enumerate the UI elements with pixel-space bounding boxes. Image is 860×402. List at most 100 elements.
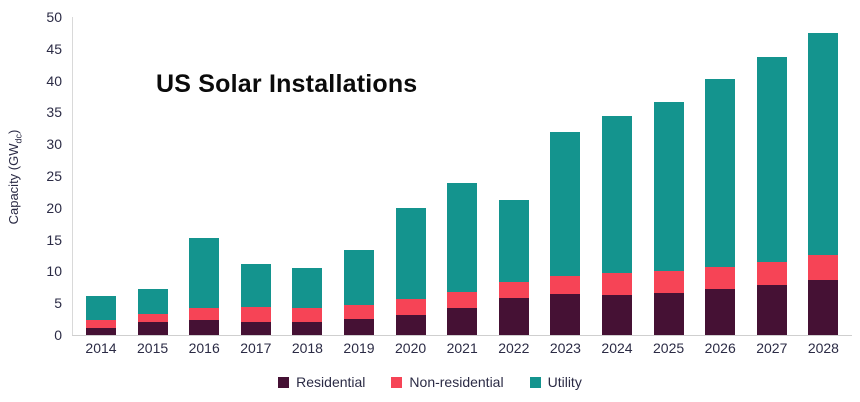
bar-segment-2018-non-residential bbox=[292, 307, 323, 322]
legend-marker-utility bbox=[529, 376, 541, 388]
bar-2018 bbox=[292, 267, 323, 335]
y-tick-label-20: 20 bbox=[46, 199, 62, 216]
bar-segment-2020-residential bbox=[395, 315, 426, 335]
bar-segment-2028-non-residential bbox=[808, 254, 839, 281]
x-tick-label-2018: 2018 bbox=[291, 340, 323, 356]
bar-segment-2023-residential bbox=[550, 294, 581, 335]
bar-segment-2019-utility bbox=[344, 249, 374, 306]
x-tick-label-2022: 2022 bbox=[498, 340, 530, 356]
bar-segment-2014-residential bbox=[86, 328, 116, 335]
bar-segment-2015-non-residential bbox=[137, 314, 168, 323]
bar-2019 bbox=[344, 249, 374, 335]
y-tick-label-0: 0 bbox=[54, 327, 62, 343]
bar-2026 bbox=[705, 79, 736, 335]
x-tick-label-2020: 2020 bbox=[395, 340, 427, 356]
y-tick-label-15: 15 bbox=[46, 231, 62, 248]
legend-marker-non-residential bbox=[391, 376, 403, 388]
bar-segment-2021-residential bbox=[447, 308, 478, 335]
bar-2015 bbox=[137, 289, 168, 335]
bar-segment-2017-utility bbox=[240, 264, 271, 308]
bar-segment-2025-utility bbox=[653, 101, 684, 271]
y-tick-label-45: 45 bbox=[46, 40, 62, 57]
legend-item-utility: Utility bbox=[529, 374, 582, 390]
bar-2023 bbox=[550, 131, 581, 335]
legend-label-non-residential: Non-residential bbox=[409, 374, 504, 390]
legend: Residential Non-residential Utility bbox=[0, 374, 860, 390]
bar-2027 bbox=[756, 57, 787, 335]
bar-2021 bbox=[447, 183, 478, 335]
x-tick-label-2023: 2023 bbox=[549, 340, 581, 356]
x-tick-label-2028: 2028 bbox=[807, 340, 839, 356]
legend-item-residential: Residential bbox=[278, 374, 365, 390]
bar-segment-2015-residential bbox=[137, 322, 168, 335]
legend-label-utility: Utility bbox=[547, 374, 582, 390]
bar-segment-2027-utility bbox=[756, 57, 787, 262]
x-tick-label-2015: 2015 bbox=[137, 340, 169, 356]
bar-segment-2026-residential bbox=[705, 289, 736, 335]
bar-2028 bbox=[808, 32, 839, 335]
x-tick-label-2024: 2024 bbox=[601, 340, 633, 356]
bar-segment-2020-utility bbox=[395, 208, 426, 300]
y-axis-line bbox=[72, 17, 73, 335]
bar-segment-2019-residential bbox=[344, 319, 374, 335]
bar-segment-2025-non-residential bbox=[653, 270, 684, 294]
bar-segment-2017-residential bbox=[240, 321, 271, 335]
bar-segment-2018-utility bbox=[292, 267, 323, 308]
bar-segment-2016-residential bbox=[189, 319, 220, 335]
bar-segment-2015-utility bbox=[137, 289, 168, 315]
y-tick-label-10: 10 bbox=[46, 263, 62, 280]
bar-segment-2020-non-residential bbox=[395, 299, 426, 316]
legend-marker-residential bbox=[278, 376, 290, 388]
bar-2016 bbox=[189, 238, 220, 335]
y-tick-label-35: 35 bbox=[46, 104, 62, 121]
bar-2025 bbox=[653, 101, 684, 335]
bar-segment-2016-utility bbox=[189, 238, 220, 309]
legend-item-non-residential: Non-residential bbox=[391, 374, 504, 390]
bar-segment-2014-utility bbox=[86, 295, 116, 321]
bar-segment-2023-utility bbox=[550, 131, 581, 276]
y-tick-label-25: 25 bbox=[46, 168, 62, 184]
bar-2014 bbox=[86, 295, 116, 335]
bar-segment-2026-utility bbox=[705, 79, 736, 267]
y-tick-label-30: 30 bbox=[46, 136, 62, 153]
bar-segment-2019-non-residential bbox=[344, 305, 374, 320]
bar-2020 bbox=[395, 208, 426, 335]
x-tick-label-2027: 2027 bbox=[756, 340, 788, 356]
bar-segment-2022-residential bbox=[498, 298, 529, 335]
x-tick-label-2025: 2025 bbox=[653, 340, 685, 356]
x-tick-label-2019: 2019 bbox=[343, 340, 375, 356]
bar-segment-2017-non-residential bbox=[240, 307, 271, 322]
x-tick-label-2026: 2026 bbox=[704, 340, 736, 356]
bar-segment-2025-residential bbox=[653, 293, 684, 335]
bar-segment-2027-residential bbox=[756, 285, 787, 335]
bar-2024 bbox=[602, 115, 632, 335]
bar-segment-2018-residential bbox=[292, 321, 323, 335]
y-tick-label-40: 40 bbox=[46, 72, 62, 89]
bar-segment-2024-residential bbox=[602, 294, 632, 335]
y-axis-label-suffix: ) bbox=[6, 129, 21, 134]
bar-segment-2022-non-residential bbox=[498, 282, 529, 299]
x-axis-line bbox=[72, 335, 852, 336]
bar-segment-2021-utility bbox=[447, 183, 478, 293]
bar-segment-2024-utility bbox=[602, 115, 632, 274]
bar-2022 bbox=[498, 200, 529, 335]
y-axis-label-prefix: Capacity (GW bbox=[6, 143, 21, 225]
bar-segment-2026-non-residential bbox=[705, 266, 736, 290]
bar-segment-2014-non-residential bbox=[86, 320, 116, 329]
bar-segment-2022-utility bbox=[498, 200, 529, 283]
x-tick-label-2014: 2014 bbox=[85, 340, 117, 356]
bar-segment-2024-non-residential bbox=[602, 273, 632, 295]
chart-title: US Solar Installations bbox=[156, 70, 418, 98]
bar-segment-2023-non-residential bbox=[550, 275, 581, 295]
x-tick-label-2016: 2016 bbox=[188, 340, 220, 356]
y-tick-label-50: 50 bbox=[46, 9, 62, 25]
legend-label-residential: Residential bbox=[296, 374, 366, 390]
bar-segment-2028-residential bbox=[808, 280, 839, 335]
bar-2017 bbox=[240, 264, 271, 335]
bar-segment-2027-non-residential bbox=[756, 261, 787, 286]
x-tick-label-2017: 2017 bbox=[240, 340, 272, 356]
x-tick-label-2021: 2021 bbox=[446, 340, 478, 356]
y-tick-label-5: 5 bbox=[54, 295, 62, 312]
bar-segment-2028-utility bbox=[808, 32, 839, 255]
